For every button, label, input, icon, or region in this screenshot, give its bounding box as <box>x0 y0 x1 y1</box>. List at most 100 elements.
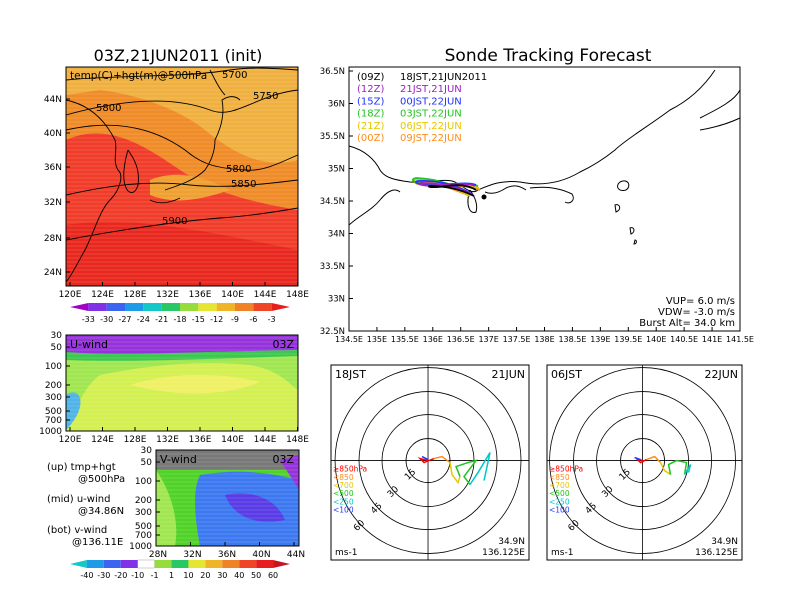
p-tick-label: 50 <box>51 343 63 353</box>
lat-tick-label: 35N <box>328 165 345 175</box>
lon-tick-label: 134.5E <box>335 335 363 344</box>
lat-tick-label: 24N <box>44 268 62 278</box>
colorbar-swatch <box>161 303 180 311</box>
note-line: @34.86N <box>78 506 124 517</box>
lat-tick-label: 44N <box>44 95 62 105</box>
lat-tick-label: 32N <box>44 198 62 208</box>
track-run-label: 06JST,22JUN <box>400 121 462 132</box>
colorbar-label: -33 <box>82 315 95 324</box>
p-tick-label: 700 <box>135 531 152 541</box>
contour-label: 5900 <box>162 216 187 227</box>
map500-panel: 5800 5700 5750 5800 5850 5900 temp(C)+hg… <box>44 66 309 300</box>
level-legend-label: ≥850hPa <box>549 465 583 474</box>
track-run-id: (21Z) <box>357 121 384 132</box>
colorbar-swatch <box>188 560 206 568</box>
colorbar-swatch <box>70 560 87 568</box>
lon-tick-label: 137.5E <box>503 335 531 344</box>
lon-tick-label: 128E <box>124 435 147 445</box>
hodograph-date: 22JUN <box>704 368 738 381</box>
colorbar-swatch <box>125 303 144 311</box>
colorbar-label: -18 <box>173 315 186 324</box>
p-tick-label: 200 <box>45 381 62 391</box>
p-tick-label: 200 <box>135 496 152 506</box>
lat-tick-label: 36N <box>44 163 62 173</box>
colorbar-label: -21 <box>155 315 168 324</box>
level-legend-label: <850 <box>333 473 354 482</box>
track-run-label: 18JST,21JUN2011 <box>400 72 487 83</box>
lon-tick-label: 132E <box>156 290 179 300</box>
lon-tick-label: 141E <box>702 335 722 344</box>
colorbar-swatch <box>216 303 235 311</box>
hodograph-trace <box>634 456 641 461</box>
lat-tick-label: 32.5N <box>320 327 345 337</box>
colorbar-label: -40 <box>80 571 93 580</box>
launch-site-marker <box>481 194 487 200</box>
vup-label: VUP= 6.0 m/s <box>666 296 735 307</box>
colorbar-label: -30 <box>100 315 113 324</box>
level-legend-label: <100 <box>549 506 570 515</box>
hodograph-trace <box>421 455 429 461</box>
lon-tick-label: 138E <box>534 335 554 344</box>
lon-tick-label: 148E <box>286 290 309 300</box>
colorbar-label: 50 <box>251 571 261 580</box>
colorbar-swatch <box>198 303 217 311</box>
lat-tick-label: 33N <box>328 295 345 305</box>
colorbar-swatch <box>154 560 172 568</box>
lat-tick-label: 34.5N <box>320 197 345 207</box>
lon-tick-label: 144E <box>254 435 277 445</box>
track-run-label: 09JST,22JUN <box>400 133 462 144</box>
p-tick-label: 1000 <box>39 427 62 437</box>
level-legend-label: <250 <box>333 497 354 506</box>
lat-tick-label: 40N <box>44 129 62 139</box>
contour-label: 5850 <box>231 179 256 190</box>
uwind-label: U-wind <box>70 338 108 351</box>
track-ticks: 36.5N 36N 35.5N 35N 34.5N 34N 33.5N 33N 32.5N134… <box>320 67 754 344</box>
track-run-label: 21JST,21JUN <box>400 84 462 95</box>
p-tick-label: 100 <box>45 362 62 372</box>
lon-tick-label: 135.5E <box>391 335 419 344</box>
hodograph-time: 06JST <box>551 368 582 381</box>
lon-tick-label: 136E <box>423 335 443 344</box>
vdw-label: VDW= -3.0 m/s <box>658 307 735 318</box>
colorbar-swatch <box>171 560 189 568</box>
colorbar-label: -15 <box>192 315 205 324</box>
p-tick-label: 300 <box>135 508 152 518</box>
colorbar-label: -27 <box>118 315 131 324</box>
level-legend-label: <700 <box>549 481 570 490</box>
track-run-label: 03JST,22JUN <box>400 109 462 120</box>
lat-tick-label: 34N <box>328 230 345 240</box>
colorbar-swatch <box>106 303 125 311</box>
vwind-colorbar: -40 -30 -20 -10 -1 1 10 20 30 40 50 60 <box>70 559 290 580</box>
lon-tick-label: 148E <box>286 435 309 445</box>
hodograph-time: 18JST <box>335 368 366 381</box>
colorbar-label: 10 <box>183 571 193 580</box>
lat-tick-label: 35.5N <box>320 132 345 142</box>
hodograph-frame <box>546 364 743 561</box>
colorbar-label: -9 <box>231 315 239 324</box>
colorbar-swatch <box>137 559 155 569</box>
note-line: @136.11E <box>72 537 123 548</box>
colorbar-label: -30 <box>97 571 110 580</box>
lon-tick-label: 120E <box>59 435 82 445</box>
hodograph-unit: ms-1 <box>551 548 573 558</box>
colorbar-swatch <box>143 303 162 311</box>
track-run-label: 00JST,22JUN <box>400 96 462 107</box>
contour-label: 5800 <box>96 103 121 114</box>
p-tick-label: 500 <box>135 522 152 532</box>
lon-tick-label: 132E <box>156 435 179 445</box>
p-tick-label: 30 <box>51 331 63 341</box>
lat-tick-label: 28N <box>149 550 167 560</box>
level-legend-label: <850 <box>549 473 570 482</box>
hodograph-trace <box>667 459 688 475</box>
note-line: (bot) v-wind <box>47 525 107 536</box>
hodograph-lon: 136.125E <box>482 548 525 558</box>
colorbar-swatch <box>239 560 257 568</box>
colorbar-swatch <box>253 303 272 311</box>
track-coastline <box>348 69 741 245</box>
lon-tick-label: 139E <box>590 335 610 344</box>
panel-legend-notes: (up) tmp+hgt @500hPa (mid) u-wind @34.86… <box>47 462 125 548</box>
track-run-id: (09Z) <box>357 72 384 83</box>
lon-tick-label: 135E <box>367 335 387 344</box>
vwind-label: V-wind <box>160 453 197 466</box>
